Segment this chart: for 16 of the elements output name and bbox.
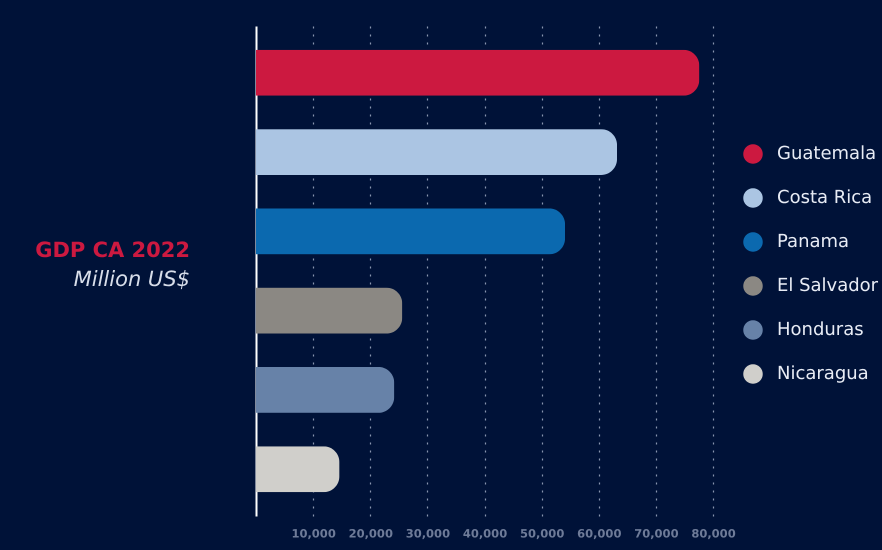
x-tick-label: 60,000 [577, 526, 622, 540]
x-tick-label: 70,000 [634, 526, 679, 540]
text: GDP CA 2022 [35, 238, 190, 262]
x-tick-label: 30,000 [406, 526, 450, 540]
x-tick-label: 40,000 [462, 526, 508, 540]
text: Million US$ [74, 267, 190, 291]
x-tick-label: 80,000 [691, 526, 736, 540]
x-tick-label: 10,000 [291, 526, 336, 540]
legend-label: Guatemala [777, 143, 876, 164]
x-tick-label: 20,000 [348, 526, 393, 540]
legend-label: El Salvador [777, 275, 879, 296]
legend-label: Costa Rica [777, 187, 872, 208]
legend-label: Panama [777, 231, 850, 252]
legend-label: Nicaragua [777, 363, 869, 384]
legend-label: Honduras [777, 319, 864, 340]
x-tick-label: 50,000 [520, 526, 564, 540]
